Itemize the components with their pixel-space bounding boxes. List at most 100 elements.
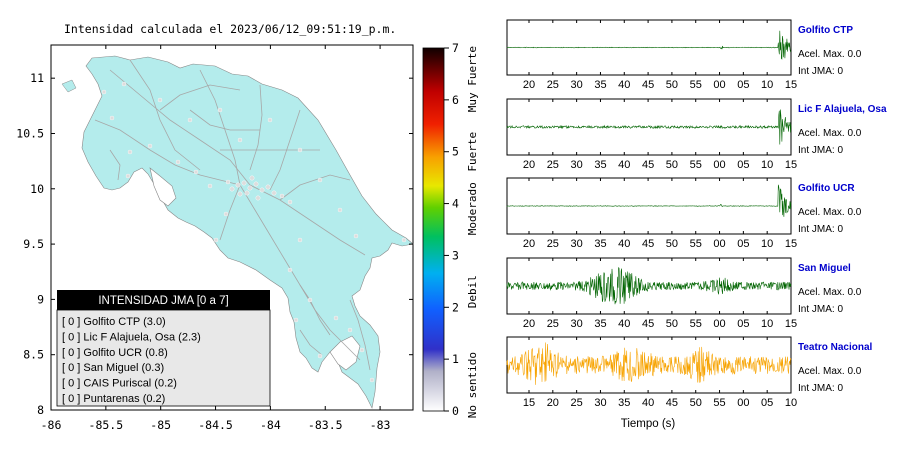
trace-tick-label: 55 <box>690 159 702 171</box>
map-y-ticks: 8 8.5 9 9.5 10 10.5 11 <box>16 71 413 417</box>
trace-tick-label: 55 <box>713 397 725 409</box>
trace-tick-label: 40 <box>642 397 654 409</box>
trace-tick-label: 05 <box>737 318 749 330</box>
trace-tick-label: 25 <box>571 397 583 409</box>
colorbar-ticks: 0 1 2 3 4 5 6 7 <box>444 41 459 418</box>
trace-tick-label: 35 <box>618 397 630 409</box>
trace-tick-label: 55 <box>690 238 702 250</box>
trace-tick-label: 15 <box>785 318 797 330</box>
trace-tick-label: 00 <box>713 79 725 91</box>
map-y-tick-label: 9 <box>37 292 44 306</box>
station-accel: Acel. Max. 0.0 <box>798 287 862 298</box>
colorbar-tick-label: 0 <box>452 404 459 418</box>
waveform-trace <box>506 30 792 60</box>
colorbar-category-label: Moderado <box>466 182 479 235</box>
map-x-tick-label: -86 <box>41 418 62 432</box>
intensity-colorbar: 0 1 2 3 4 5 6 7 No sentido Debil Moderado Fuerte Mu… <box>422 41 479 418</box>
colorbar-categories: No sentido Debil Moderado Fuerte Muy Fuerte <box>466 46 479 418</box>
colorbar-tick-label: 6 <box>452 93 459 107</box>
map-y-tick-label: 11 <box>30 71 44 85</box>
nw-islet <box>61 79 77 93</box>
intensity-legend: INTENSIDAD JMA [0 a 7] [ 0 ] Golfito CTP… <box>56 290 271 407</box>
trace-tick-label: 50 <box>666 79 678 91</box>
colorbar-tick-label: 4 <box>452 197 459 211</box>
trace-tick-label: 00 <box>713 238 725 250</box>
trace-tick-label: 00 <box>713 159 725 171</box>
trace-tick-label: 00 <box>713 318 725 330</box>
trace-tick-label: 45 <box>642 318 654 330</box>
gulf-of-nicoya <box>149 167 177 207</box>
trace-tick-label: 25 <box>547 318 559 330</box>
map-x-tick-label: -84 <box>260 418 281 432</box>
map-y-tick-label: 9.5 <box>23 237 44 251</box>
trace-tick-label: 50 <box>666 238 678 250</box>
station-accel: Acel. Max. 0.0 <box>798 366 862 377</box>
trace-tick-label: 30 <box>571 159 583 171</box>
trace-tick-label: 35 <box>594 318 606 330</box>
colorbar-tick-label: 7 <box>452 41 459 55</box>
trace-tick-label: 50 <box>690 397 702 409</box>
station-int: Int JMA: 0 <box>798 383 843 394</box>
trace-tick-label: 45 <box>666 397 678 409</box>
trace-tick-label: 20 <box>547 397 559 409</box>
legend-item: [ 0 ] CAIS Puriscal (0.2) <box>62 378 177 390</box>
trace-tick-label: 10 <box>761 318 773 330</box>
map-y-tick-label: 8 <box>37 403 44 417</box>
page-title: Intensidad calculada el 2023/06/12_09:51… <box>64 22 397 36</box>
trace-tick-label: 20 <box>523 238 535 250</box>
map-x-ticks: -86 -85.5 -85 -84.5 -84 -83.5 -83 <box>41 45 391 432</box>
trace-tick-label: 05 <box>737 79 749 91</box>
trace-tick-label: 15 <box>785 79 797 91</box>
map-x-tick-label: -85.5 <box>89 418 124 432</box>
colorbar-tick-label: 2 <box>452 300 459 314</box>
colorbar-category-label: Fuerte <box>466 132 479 172</box>
trace-tick-label: 15 <box>785 159 797 171</box>
road-network <box>94 59 371 371</box>
trace-panel: 20 25 30 35 40 45 50 55 00 05 10 15 Golfito UCR Acel.… <box>506 177 862 250</box>
station-markers <box>101 81 407 383</box>
waveform-trace <box>506 184 792 217</box>
waveform-trace <box>506 109 792 145</box>
trace-tick-label: 10 <box>785 397 797 409</box>
trace-tick-label: 30 <box>571 79 583 91</box>
trace-tick-label: 40 <box>618 159 630 171</box>
colorbar-tick-label: 3 <box>452 248 459 262</box>
trace-tick-label: 15 <box>523 397 535 409</box>
trace-panel: 15 20 25 30 35 40 45 50 55 00 05 10 Teatro Nacional A… <box>506 336 872 409</box>
trace-tick-label: 35 <box>594 238 606 250</box>
waveform-trace <box>506 267 792 305</box>
station-name: Golfito CTP <box>798 25 853 36</box>
legend-body <box>56 309 271 407</box>
map-y-tick-label: 10.5 <box>16 126 44 140</box>
trace-panel: 20 25 30 35 40 45 50 55 00 05 10 15 San Miguel Acel. … <box>506 257 862 330</box>
station-name: Lic F Alajuela, Osa <box>798 104 887 115</box>
legend-item: [ 0 ] Golfito CTP (3.0) <box>62 316 166 328</box>
legend-items: [ 0 ] Golfito CTP (3.0) [ 0 ] Lic F Alaju… <box>62 316 201 405</box>
trace-tick-label: 25 <box>547 238 559 250</box>
map-y-tick-label: 8.5 <box>23 348 44 362</box>
trace-panel: 20 25 30 35 40 45 50 55 00 05 10 15 Lic F Alajuela, … <box>506 98 887 171</box>
waveform-trace <box>506 342 792 385</box>
trace-tick-label: 30 <box>571 318 583 330</box>
trace-panel: 20 25 30 35 40 45 50 55 00 05 10 15 Golfito CTP Acel.… <box>506 19 862 91</box>
trace-tick-label: 45 <box>642 79 654 91</box>
trace-tick-label: 20 <box>523 318 535 330</box>
station-int: Int JMA: 0 <box>798 66 843 77</box>
trace-tick-label: 50 <box>666 318 678 330</box>
legend-item: [ 0 ] Lic F Alajuela, Osa (2.3) <box>62 331 201 343</box>
x-axis-label: Tiempo (s) <box>621 418 676 430</box>
colorbar-category-label: Muy Fuerte <box>466 46 479 112</box>
trace-tick-label: 00 <box>737 397 749 409</box>
legend-header: INTENSIDAD JMA [0 a 7] <box>98 295 228 307</box>
trace-tick-label: 20 <box>523 159 535 171</box>
golfo-dulce <box>329 335 361 371</box>
station-int: Int JMA: 0 <box>798 224 843 235</box>
map-x-tick-label: -83.5 <box>308 418 343 432</box>
trace-tick-label: 50 <box>666 159 678 171</box>
map-x-tick-label: -83 <box>370 418 391 432</box>
trace-tick-label: 15 <box>785 238 797 250</box>
trace-tick-label: 05 <box>761 397 773 409</box>
trace-tick-label: 30 <box>571 238 583 250</box>
station-accel: Acel. Max. 0.0 <box>798 49 862 60</box>
